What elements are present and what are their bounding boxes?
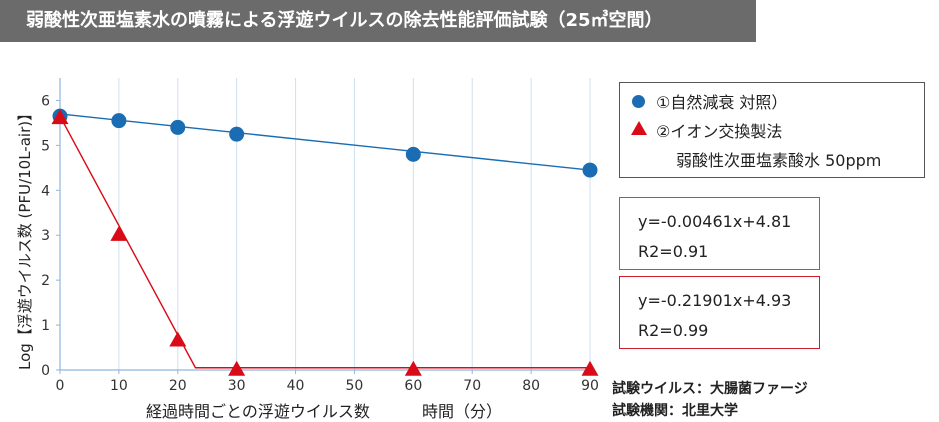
x-tick-label-60: 60 bbox=[404, 378, 422, 394]
legend-series1-label: ①自然減衰 対照） bbox=[656, 93, 788, 112]
series-1-point-60 bbox=[405, 146, 421, 162]
series-1-point-10 bbox=[111, 113, 127, 129]
y-tick-label-2: 2 bbox=[41, 273, 50, 289]
series-2-point-20 bbox=[169, 331, 187, 347]
legend-triangle-marker bbox=[631, 121, 647, 135]
x-tick-label-40: 40 bbox=[287, 378, 305, 394]
test-institution-note: 試験機関：北里大学 bbox=[612, 403, 738, 419]
r2-series1: R2=0.91 bbox=[638, 242, 709, 261]
x-tick-label-90: 90 bbox=[581, 378, 599, 394]
legend-series2-sublabel: 弱酸性次亜塩素酸水 50ppm bbox=[676, 151, 882, 170]
x-tick-label-80: 80 bbox=[522, 378, 540, 394]
x-tick-label-30: 30 bbox=[228, 378, 246, 394]
y-tick-label-0: 0 bbox=[41, 363, 50, 379]
legend-series2-label: ②イオン交換製法 bbox=[656, 122, 783, 141]
series-2-point-30 bbox=[228, 360, 246, 376]
chart-title: 弱酸性次亜塩素水の噴霧による浮遊ウイルスの除去性能評価試験（25㎥空間） bbox=[0, 0, 756, 42]
equation-box-series1: y=-0.00461x+4.81 R2=0.91 bbox=[619, 197, 820, 270]
series-1-point-90 bbox=[582, 162, 598, 178]
series-1-point-30 bbox=[229, 126, 245, 142]
equation-series1: y=-0.00461x+4.81 bbox=[638, 212, 792, 231]
test-virus-note: 試験ウイルス：大腸菌ファージ bbox=[612, 381, 808, 397]
y-axis-label: Log【浮遊ウイルス数 (PFU/10L-air)】 bbox=[16, 105, 34, 370]
x-tick-label-50: 50 bbox=[346, 378, 364, 394]
series-2-point-60 bbox=[404, 360, 422, 376]
series-1-line bbox=[59, 113, 591, 171]
series-2-line bbox=[59, 115, 590, 369]
legend: ①自然減衰 対照） ②イオン交換製法 弱酸性次亜塩素酸水 50ppm bbox=[619, 82, 925, 178]
legend-circle-marker bbox=[632, 95, 645, 108]
x-axis-unit-label: 時間（分） bbox=[422, 402, 503, 421]
y-tick-label-5: 5 bbox=[41, 138, 50, 154]
equation-series2: y=-0.21901x+4.93 bbox=[638, 291, 792, 310]
r2-series2: R2=0.99 bbox=[638, 321, 709, 340]
x-tick-label-70: 70 bbox=[463, 378, 481, 394]
x-tick-label-20: 20 bbox=[169, 378, 187, 394]
x-axis-label: 経過時間ごとの浮遊ウイルス数 bbox=[146, 402, 370, 421]
series-2-point-0 bbox=[51, 109, 69, 125]
x-tick-label-10: 10 bbox=[110, 378, 128, 394]
equation-box-series2: y=-0.21901x+4.93 R2=0.99 bbox=[619, 276, 820, 349]
x-tick-label-0: 0 bbox=[56, 378, 65, 394]
series-1-point-20 bbox=[170, 119, 186, 135]
series-2-point-10 bbox=[110, 225, 128, 241]
y-tick-label-1: 1 bbox=[41, 318, 50, 334]
y-tick-label-3: 3 bbox=[41, 228, 50, 244]
series-2-point-90 bbox=[581, 360, 599, 376]
y-tick-label-4: 4 bbox=[41, 183, 50, 199]
y-tick-label-6: 6 bbox=[41, 93, 50, 109]
